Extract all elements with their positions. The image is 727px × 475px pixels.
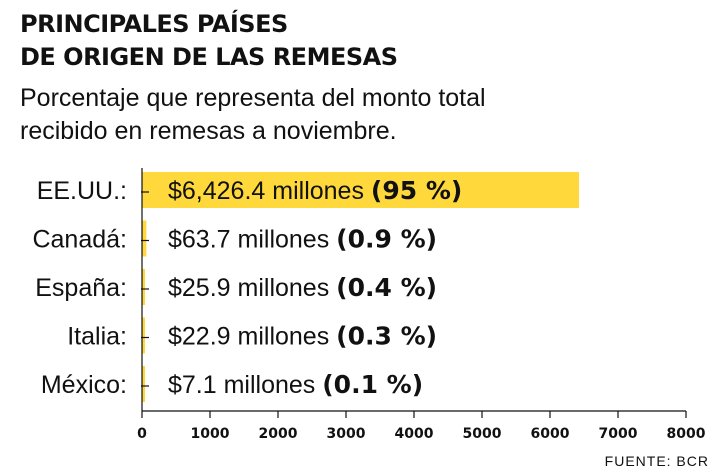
data-label-1: $63.7 millones (0.9 %) bbox=[168, 225, 437, 254]
data-label-share-3: (0.3 %) bbox=[336, 322, 437, 351]
bar-2 bbox=[142, 269, 145, 305]
data-label-amount-2: $25.9 millones bbox=[168, 274, 336, 302]
title-line-1: PRINCIPALES PAÍSES bbox=[20, 10, 288, 38]
bar-0 bbox=[142, 172, 579, 208]
x-tick-label-4: 4000 bbox=[395, 426, 434, 442]
category-label-4: México: bbox=[41, 371, 127, 399]
data-label-share-2: (0.4 %) bbox=[336, 273, 437, 302]
x-tick-label-7: 7000 bbox=[599, 426, 638, 442]
subtitle-line-1: Porcentaje que representa del monto tota… bbox=[20, 84, 486, 112]
data-label-share-4: (0.1 %) bbox=[322, 370, 423, 399]
x-tick-label-1: 1000 bbox=[191, 426, 230, 442]
x-tick-label-5: 5000 bbox=[463, 426, 502, 442]
x-tick-label-8: 8000 bbox=[667, 426, 706, 442]
chart-title: PRINCIPALES PAÍSES DE ORIGEN DE LAS REME… bbox=[20, 8, 398, 74]
chart-subtitle: Porcentaje que representa del monto tota… bbox=[20, 82, 486, 148]
bar-4 bbox=[142, 366, 145, 402]
data-label-amount-3: $22.9 millones bbox=[168, 323, 336, 351]
data-label-share-1: (0.9 %) bbox=[336, 225, 437, 254]
data-label-share-0: (95 %) bbox=[371, 176, 462, 205]
category-label-0: EE.UU.: bbox=[37, 177, 127, 205]
subtitle-line-2: recibido en remesas a noviembre. bbox=[20, 117, 397, 145]
data-label-amount-0: $6,426.4 millones bbox=[168, 177, 371, 205]
x-tick-label-3: 3000 bbox=[327, 426, 366, 442]
x-tick-label-2: 2000 bbox=[259, 426, 298, 442]
x-tick-label-0: 0 bbox=[137, 426, 147, 442]
bar-3 bbox=[142, 317, 145, 354]
data-label-0: $6,426.4 millones (95 %) bbox=[168, 176, 462, 205]
data-label-amount-1: $63.7 millones bbox=[168, 226, 336, 254]
category-label-2: España: bbox=[35, 274, 127, 302]
data-label-4: $7.1 millones (0.1 %) bbox=[168, 370, 423, 399]
data-label-2: $25.9 millones (0.4 %) bbox=[168, 273, 437, 302]
title-line-2: DE ORIGEN DE LAS REMESAS bbox=[20, 43, 398, 71]
bar-1 bbox=[142, 220, 147, 257]
category-label-1: Canadá: bbox=[32, 226, 127, 254]
x-tick-label-6: 6000 bbox=[531, 426, 570, 442]
data-label-3: $22.9 millones (0.3 %) bbox=[168, 322, 437, 351]
source-label: FUENTE: BCR bbox=[604, 453, 709, 469]
data-label-amount-4: $7.1 millones bbox=[168, 371, 322, 399]
category-label-3: Italia: bbox=[67, 323, 127, 351]
